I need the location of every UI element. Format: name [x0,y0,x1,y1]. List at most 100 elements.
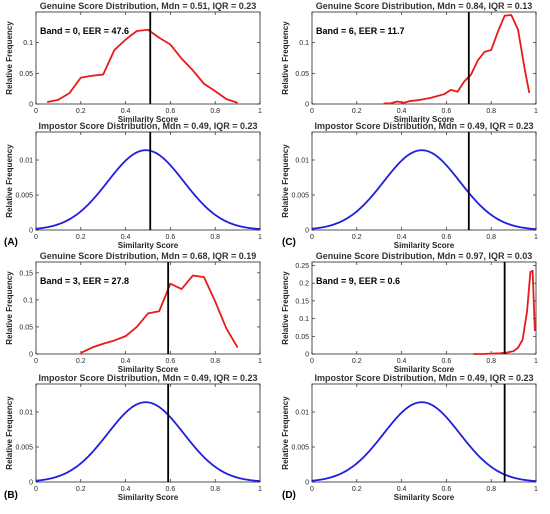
y-tick-label: 0 [29,102,33,109]
x-tick-label: 0.6 [166,108,176,115]
x-tick-label: 0.6 [442,108,452,115]
x-tick-label: 0.4 [397,486,407,493]
x-tick-label: 0.8 [210,234,220,241]
x-tick-label: 0.4 [397,358,407,365]
genuine-x-axis-label: Similarity Score [394,365,455,374]
impostor-plot-area [311,131,537,231]
x-tick-label: 0.4 [121,358,131,365]
panel-label: (C) [282,237,296,248]
genuine-plot-area [311,11,537,105]
x-tick-label: 0 [310,486,314,493]
impostor-title: Impostor Score Distribution, Mdn = 0.49,… [38,121,257,131]
x-tick-label: 0.8 [210,358,220,365]
y-tick-label: 0.05 [19,71,33,78]
x-tick-label: 0.2 [76,108,86,115]
x-tick-label: 0 [34,108,38,115]
genuine-title: Genuine Score Distribution, Mdn = 0.68, … [40,251,257,261]
genuine-series-line [80,274,239,354]
x-tick-label: 0.8 [486,358,496,365]
x-tick-label: 0 [310,108,314,115]
y-tick-label: 0.005 [291,193,309,200]
x-tick-label: 0.6 [166,486,176,493]
x-tick-label: 0.6 [166,234,176,241]
x-tick-label: 0.2 [352,358,362,365]
impostor-x-axis-label: Similarity Score [394,241,455,250]
chart-panel: Genuine Score Distribution, Mdn = 0.68, … [4,251,262,502]
y-tick-label: 0.01 [19,410,33,417]
x-tick-label: 0 [310,234,314,241]
band-eer-annotation: Band = 9, EER = 0.6 [316,276,400,286]
y-tick-label: 0.1 [23,40,33,47]
impostor-title: Impostor Score Distribution, Mdn = 0.49,… [314,373,533,383]
panel-label: (A) [4,237,18,248]
impostor-y-axis-label: Relative Frequency [281,396,290,470]
y-tick-label: 0.15 [295,298,309,305]
genuine-plot-area [311,261,537,355]
x-tick-label: 0.2 [76,358,86,365]
panel-label: (D) [282,490,296,501]
genuine-series-line [473,269,536,355]
y-tick-label: 0 [29,480,33,487]
y-tick-label: 0.15 [19,270,33,277]
x-tick-label: 0 [34,486,38,493]
genuine-x-axis-label: Similarity Score [118,115,179,124]
y-tick-label: 0.05 [295,334,309,341]
x-tick-label: 0.4 [397,108,407,115]
y-tick-label: 0.005 [15,445,33,452]
genuine-series-line [47,28,238,104]
genuine-title: Genuine Score Distribution, Mdn = 0.51, … [40,1,257,11]
x-tick-label: 1 [258,108,262,115]
genuine-y-axis-label: Relative Frequency [281,21,290,95]
x-tick-label: 0.4 [121,234,131,241]
x-tick-label: 0.6 [442,358,452,365]
band-eer-annotation: Band = 0, EER = 47.6 [40,26,129,36]
genuine-title: Genuine Score Distribution, Mdn = 0.84, … [316,1,533,11]
x-tick-label: 0 [310,358,314,365]
y-tick-label: 0.005 [291,445,309,452]
x-tick-label: 1 [534,234,538,241]
genuine-plot-area [35,261,261,355]
x-tick-label: 0.6 [442,486,452,493]
x-tick-label: 0.4 [397,234,407,241]
x-tick-label: 0.6 [442,234,452,241]
y-tick-label: 0.25 [295,263,309,270]
impostor-title: Impostor Score Distribution, Mdn = 0.49,… [314,121,533,131]
y-tick-label: 0.05 [295,71,309,78]
x-tick-label: 0.8 [210,108,220,115]
y-tick-label: 0 [305,480,309,487]
x-tick-label: 0.8 [210,486,220,493]
genuine-x-axis-label: Similarity Score [394,115,455,124]
x-tick-label: 0.4 [121,486,131,493]
impostor-plot-area [35,131,261,231]
x-tick-label: 1 [534,358,538,365]
genuine-y-axis-label: Relative Frequency [5,21,14,95]
x-tick-label: 0 [34,234,38,241]
x-tick-label: 0.2 [76,486,86,493]
x-tick-label: 0.2 [352,108,362,115]
x-tick-label: 1 [258,358,262,365]
y-tick-label: 0.1 [299,40,309,47]
x-tick-label: 0.4 [121,108,131,115]
y-tick-label: 0 [29,352,33,359]
genuine-series-line [383,14,531,105]
panel-label: (B) [4,490,18,501]
x-tick-label: 1 [534,108,538,115]
chart-panel: Genuine Score Distribution, Mdn = 0.51, … [4,1,262,250]
y-tick-label: 0 [29,228,33,235]
band-eer-annotation: Band = 3, EER = 27.8 [40,276,129,286]
y-tick-label: 0.01 [19,158,33,165]
genuine-y-axis-label: Relative Frequency [5,271,14,345]
y-tick-label: 0.2 [299,281,309,288]
impostor-y-axis-label: Relative Frequency [5,144,14,218]
chart-panel: Genuine Score Distribution, Mdn = 0.84, … [281,1,538,250]
genuine-title: Genuine Score Distribution, Mdn = 0.97, … [316,251,533,261]
chart-panel: Genuine Score Distribution, Mdn = 0.97, … [281,251,538,502]
x-tick-label: 0.8 [486,108,496,115]
band-eer-annotation: Band = 6, EER = 11.7 [316,26,405,36]
x-tick-label: 1 [258,234,262,241]
x-tick-label: 0 [34,358,38,365]
y-tick-label: 0 [305,352,309,359]
impostor-plot-area [311,383,537,483]
x-tick-label: 1 [534,486,538,493]
